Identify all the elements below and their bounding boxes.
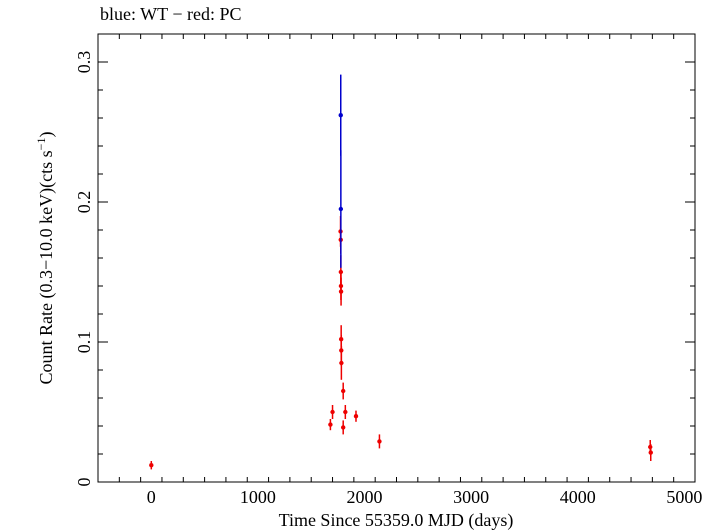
- data-point: [338, 289, 344, 294]
- y-axis-label-sup: −1: [34, 138, 48, 151]
- data-point: [340, 388, 346, 394]
- data-points: [149, 74, 653, 470]
- data-point: [343, 409, 348, 415]
- x-tick-label: 2000: [347, 487, 383, 507]
- y-tick-label: 0.3: [74, 51, 94, 74]
- x-tick-label: 5000: [666, 487, 702, 507]
- x-axis-label: Time Since 55359.0 MJD (days): [279, 510, 514, 531]
- x-tick-label: 1000: [240, 487, 276, 507]
- y-tick-label: 0: [74, 478, 94, 487]
- data-point: [330, 409, 335, 415]
- data-point: [340, 425, 346, 430]
- data-point: [149, 463, 154, 468]
- data-point: [338, 206, 344, 212]
- axis-ticks: 0 1000 2000 3000 4000 5000 0 0.1 0.2 0.3: [74, 33, 702, 507]
- x-tick-label: 4000: [560, 487, 596, 507]
- data-point: [353, 414, 359, 419]
- y-axis-label-end: ): [36, 132, 57, 138]
- data-point: [328, 422, 333, 427]
- x-tick-label: 0: [147, 487, 156, 507]
- y-axis-label: Count Rate (0.3−10.0 keV)(cts s−1): [34, 132, 57, 385]
- data-point: [339, 360, 344, 366]
- y-tick-label: 0.1: [74, 331, 94, 354]
- y-axis-label-main: Count Rate (0.3−10.0 keV)(cts s: [36, 150, 57, 384]
- data-point: [338, 113, 343, 118]
- data-point: [377, 439, 382, 444]
- data-point: [648, 450, 653, 455]
- plot-frame: [97, 33, 696, 483]
- chart-title: blue: WT − red: PC: [100, 4, 242, 24]
- x-tick-label: 3000: [453, 487, 489, 507]
- y-tick-label: 0.2: [74, 191, 94, 214]
